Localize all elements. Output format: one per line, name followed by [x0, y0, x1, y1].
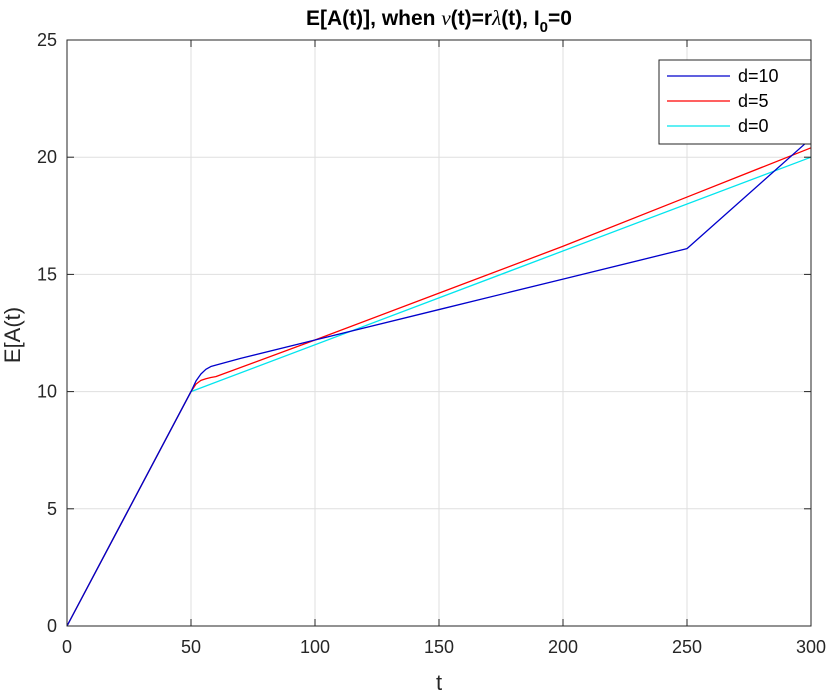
- legend-box: [658, 59, 812, 145]
- x-tick-label: 150: [424, 637, 454, 657]
- y-tick-label: 25: [37, 30, 57, 50]
- legend: d=10 d=5 d=0: [658, 59, 812, 145]
- legend-label: d=0: [738, 116, 769, 136]
- x-tick-label: 200: [548, 637, 578, 657]
- y-tick-label: 15: [37, 264, 57, 284]
- x-tick-label: 300: [796, 637, 826, 657]
- legend-label: d=5: [738, 91, 769, 111]
- y-tick-label: 0: [47, 616, 57, 636]
- series-layer: [66, 137, 812, 627]
- x-tick-label: 100: [300, 637, 330, 657]
- title-prefix: E[A(t)], when: [306, 7, 441, 30]
- title-mid2: (t), I: [501, 7, 539, 30]
- y-tick-label: 5: [47, 499, 57, 519]
- x-axis-label: t: [436, 670, 442, 693]
- x-tick-label: 250: [672, 637, 702, 657]
- x-tick-label: 50: [181, 637, 201, 657]
- title-suffix: =0: [548, 7, 572, 30]
- legend-label: d=10: [738, 66, 779, 86]
- y-axis-label: E[A(t): [0, 307, 25, 363]
- x-tick-label: 0: [62, 637, 72, 657]
- title-lambda: λ: [491, 6, 501, 30]
- title-subscript: 0: [540, 19, 548, 36]
- series-line-d10: [66, 137, 812, 627]
- chart-title: E[A(t)], when ν(t)=rλ(t), I0=0: [306, 6, 572, 36]
- ticks: 0 50 100 150 200 250 300 0 5 10 15 20 25: [37, 30, 826, 657]
- title-mid: (t)=r: [451, 7, 492, 30]
- title-nu: ν: [441, 6, 451, 30]
- y-tick-label: 10: [37, 382, 57, 402]
- series-line-d5: [66, 147, 812, 627]
- y-tick-label: 20: [37, 147, 57, 167]
